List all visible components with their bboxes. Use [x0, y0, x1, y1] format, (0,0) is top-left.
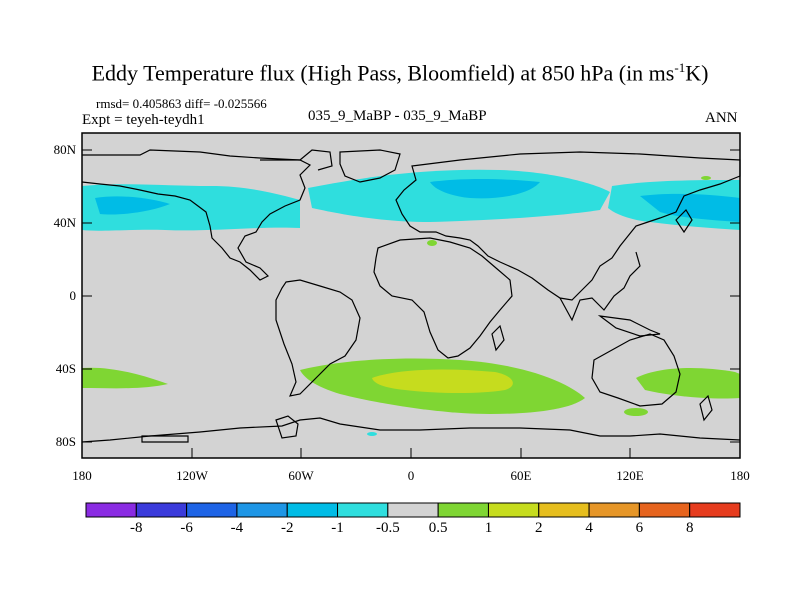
lon-ticks	[81, 448, 741, 458]
season-label: ANN	[705, 110, 738, 126]
lon-label-0: 0	[407, 468, 415, 483]
lat-label-40n: 40N	[53, 215, 76, 230]
colorbar-box	[588, 502, 640, 518]
colorbar-label: -2	[280, 520, 294, 536]
lon-label-180w: 180	[72, 468, 92, 483]
case-label: 035_9_MaBP - 035_9_MaBP	[308, 108, 487, 124]
colorbar-box	[487, 502, 540, 518]
colorbar-box	[387, 502, 439, 518]
lat-label-0: 0	[69, 288, 77, 303]
lat-ticks	[82, 149, 740, 443]
lon-label-120w: 120W	[176, 468, 208, 483]
lat-label-40s: 40S	[55, 361, 76, 376]
colorbar-label: 2	[535, 520, 543, 536]
lon-label-120e: 120E	[616, 468, 644, 483]
south-positive-band	[82, 358, 740, 436]
colorbar-box	[135, 502, 188, 518]
colorbar-label: 4	[585, 520, 593, 536]
colorbar-label: -0.5	[375, 520, 400, 536]
lat-label-80s: 80S	[55, 434, 76, 449]
colorbar-box	[286, 502, 339, 518]
colorbar-box	[337, 502, 389, 518]
colorbar-label: -6	[180, 520, 193, 536]
colorbar-box	[689, 502, 741, 518]
colorbar-box	[538, 502, 590, 518]
colorbar-box	[437, 502, 489, 518]
colorbar-box	[638, 502, 691, 518]
lon-label-60w: 60W	[288, 468, 314, 483]
colorbar-label: 6	[635, 520, 644, 536]
colorbar-box	[186, 502, 238, 518]
experiment-label: Expt = teyeh-teydh1	[82, 112, 205, 128]
plot-title: Eddy Temperature flux (High Pass, Bloomf…	[91, 60, 709, 86]
north-negative-band	[82, 169, 740, 246]
lon-label-60e: 60E	[510, 468, 532, 483]
colorbar-label: -1	[331, 520, 344, 536]
colorbar-label: 1	[484, 520, 493, 536]
rmsd-diff-stats: rmsd= 0.405863 diff= -0.025566	[96, 96, 267, 111]
colorbar-label: -4	[230, 520, 244, 536]
colorbar-label: 0.5	[428, 520, 448, 536]
colorbar-box	[236, 502, 288, 518]
colorbar-label: -8	[130, 520, 143, 536]
colorbar-box	[85, 502, 137, 518]
colorbar-label: 8	[685, 520, 694, 536]
lat-label-80n: 80N	[53, 142, 76, 157]
lon-label-180e: 180	[730, 468, 750, 483]
